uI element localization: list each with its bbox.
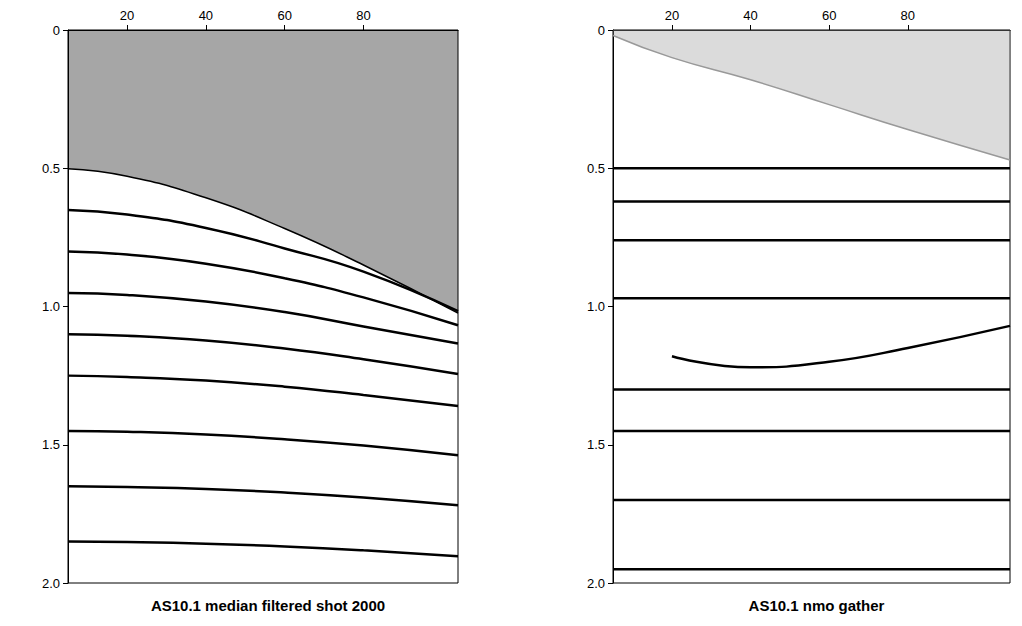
svg-text:20: 20	[665, 8, 679, 23]
svg-text:1.5: 1.5	[587, 437, 605, 452]
svg-text:0: 0	[598, 23, 605, 38]
svg-text:2.0: 2.0	[587, 576, 605, 591]
svg-text:80: 80	[901, 8, 915, 23]
svg-text:0.5: 0.5	[587, 161, 605, 176]
svg-text:1.5: 1.5	[42, 437, 60, 452]
svg-text:1.0: 1.0	[42, 299, 60, 314]
svg-text:2.0: 2.0	[42, 576, 60, 591]
svg-text:AS10.1 nmo gather: AS10.1 nmo gather	[749, 597, 885, 614]
svg-text:40: 40	[199, 8, 213, 23]
svg-text:1.0: 1.0	[587, 299, 605, 314]
svg-text:80: 80	[356, 8, 370, 23]
svg-text:60: 60	[822, 8, 836, 23]
svg-text:20: 20	[120, 8, 134, 23]
svg-text:60: 60	[277, 8, 291, 23]
svg-text:40: 40	[743, 8, 757, 23]
svg-text:0.5: 0.5	[42, 161, 60, 176]
svg-text:0: 0	[53, 23, 60, 38]
svg-text:AS10.1 median filtered shot 20: AS10.1 median filtered shot 2000	[151, 597, 385, 614]
